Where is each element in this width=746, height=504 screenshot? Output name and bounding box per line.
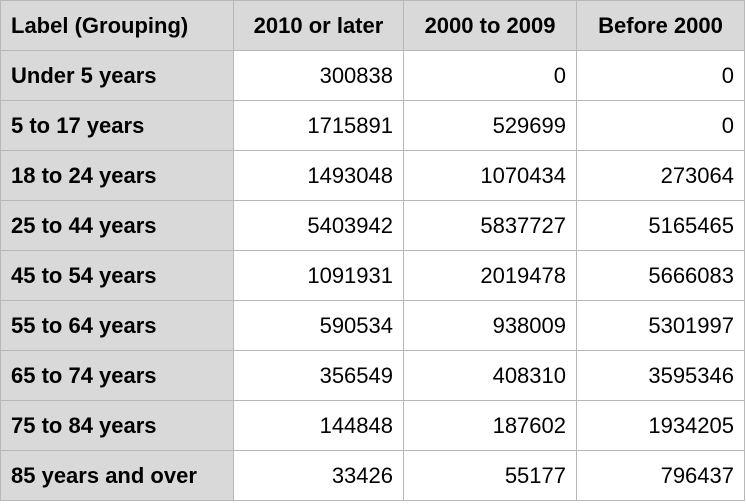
row-label[interactable]: 85 years and over [0, 450, 234, 501]
table-cell[interactable]: 1091931 [233, 250, 404, 301]
row-label[interactable]: 65 to 74 years [0, 350, 234, 401]
row-label[interactable]: 55 to 64 years [0, 300, 234, 351]
table-cell[interactable]: 356549 [233, 350, 404, 401]
table-row: 55 to 64 years 590534 938009 5301997 [0, 300, 745, 351]
table-cell[interactable]: 0 [576, 100, 745, 151]
table-row: 25 to 44 years 5403942 5837727 5165465 [0, 200, 745, 251]
row-label[interactable]: 75 to 84 years [0, 400, 234, 451]
table-cell[interactable]: 590534 [233, 300, 404, 351]
table-row: 45 to 54 years 1091931 2019478 5666083 [0, 250, 745, 301]
table-cell[interactable]: 3595346 [576, 350, 745, 401]
table-row: Under 5 years 300838 0 0 [0, 50, 745, 101]
table-cell[interactable]: 1934205 [576, 400, 745, 451]
table-row: 18 to 24 years 1493048 1070434 273064 [0, 150, 745, 201]
table-cell[interactable]: 5301997 [576, 300, 745, 351]
table-cell[interactable]: 5165465 [576, 200, 745, 251]
table-cell[interactable]: 0 [576, 50, 745, 101]
table-cell[interactable]: 1493048 [233, 150, 404, 201]
table-cell[interactable]: 1715891 [233, 100, 404, 151]
table-cell[interactable]: 33426 [233, 450, 404, 501]
header-row: Label (Grouping) 2010 or later 2000 to 2… [0, 0, 745, 51]
table-cell[interactable]: 5403942 [233, 200, 404, 251]
table-cell[interactable]: 0 [403, 50, 577, 101]
header-cell-2000-to-2009[interactable]: 2000 to 2009 [403, 0, 577, 51]
table-cell[interactable]: 408310 [403, 350, 577, 401]
row-label[interactable]: 25 to 44 years [0, 200, 234, 251]
table-cell[interactable]: 187602 [403, 400, 577, 451]
table-cell[interactable]: 529699 [403, 100, 577, 151]
table-cell[interactable]: 2019478 [403, 250, 577, 301]
table-row: 5 to 17 years 1715891 529699 0 [0, 100, 745, 151]
table-cell[interactable]: 796437 [576, 450, 745, 501]
table-row: 75 to 84 years 144848 187602 1934205 [0, 400, 745, 451]
row-label[interactable]: 45 to 54 years [0, 250, 234, 301]
table-row: 65 to 74 years 356549 408310 3595346 [0, 350, 745, 401]
header-cell-2010-or-later[interactable]: 2010 or later [233, 0, 404, 51]
header-cell-before-2000[interactable]: Before 2000 [576, 0, 745, 51]
table-cell[interactable]: 55177 [403, 450, 577, 501]
row-label[interactable]: Under 5 years [0, 50, 234, 101]
row-label[interactable]: 18 to 24 years [0, 150, 234, 201]
table-cell[interactable]: 300838 [233, 50, 404, 101]
header-cell-label[interactable]: Label (Grouping) [0, 0, 234, 51]
table-cell[interactable]: 5666083 [576, 250, 745, 301]
table-cell[interactable]: 1070434 [403, 150, 577, 201]
table-cell[interactable]: 5837727 [403, 200, 577, 251]
table-cell[interactable]: 273064 [576, 150, 745, 201]
table-cell[interactable]: 144848 [233, 400, 404, 451]
table-cell[interactable]: 938009 [403, 300, 577, 351]
row-label[interactable]: 5 to 17 years [0, 100, 234, 151]
table-row: 85 years and over 33426 55177 796437 [0, 450, 745, 501]
